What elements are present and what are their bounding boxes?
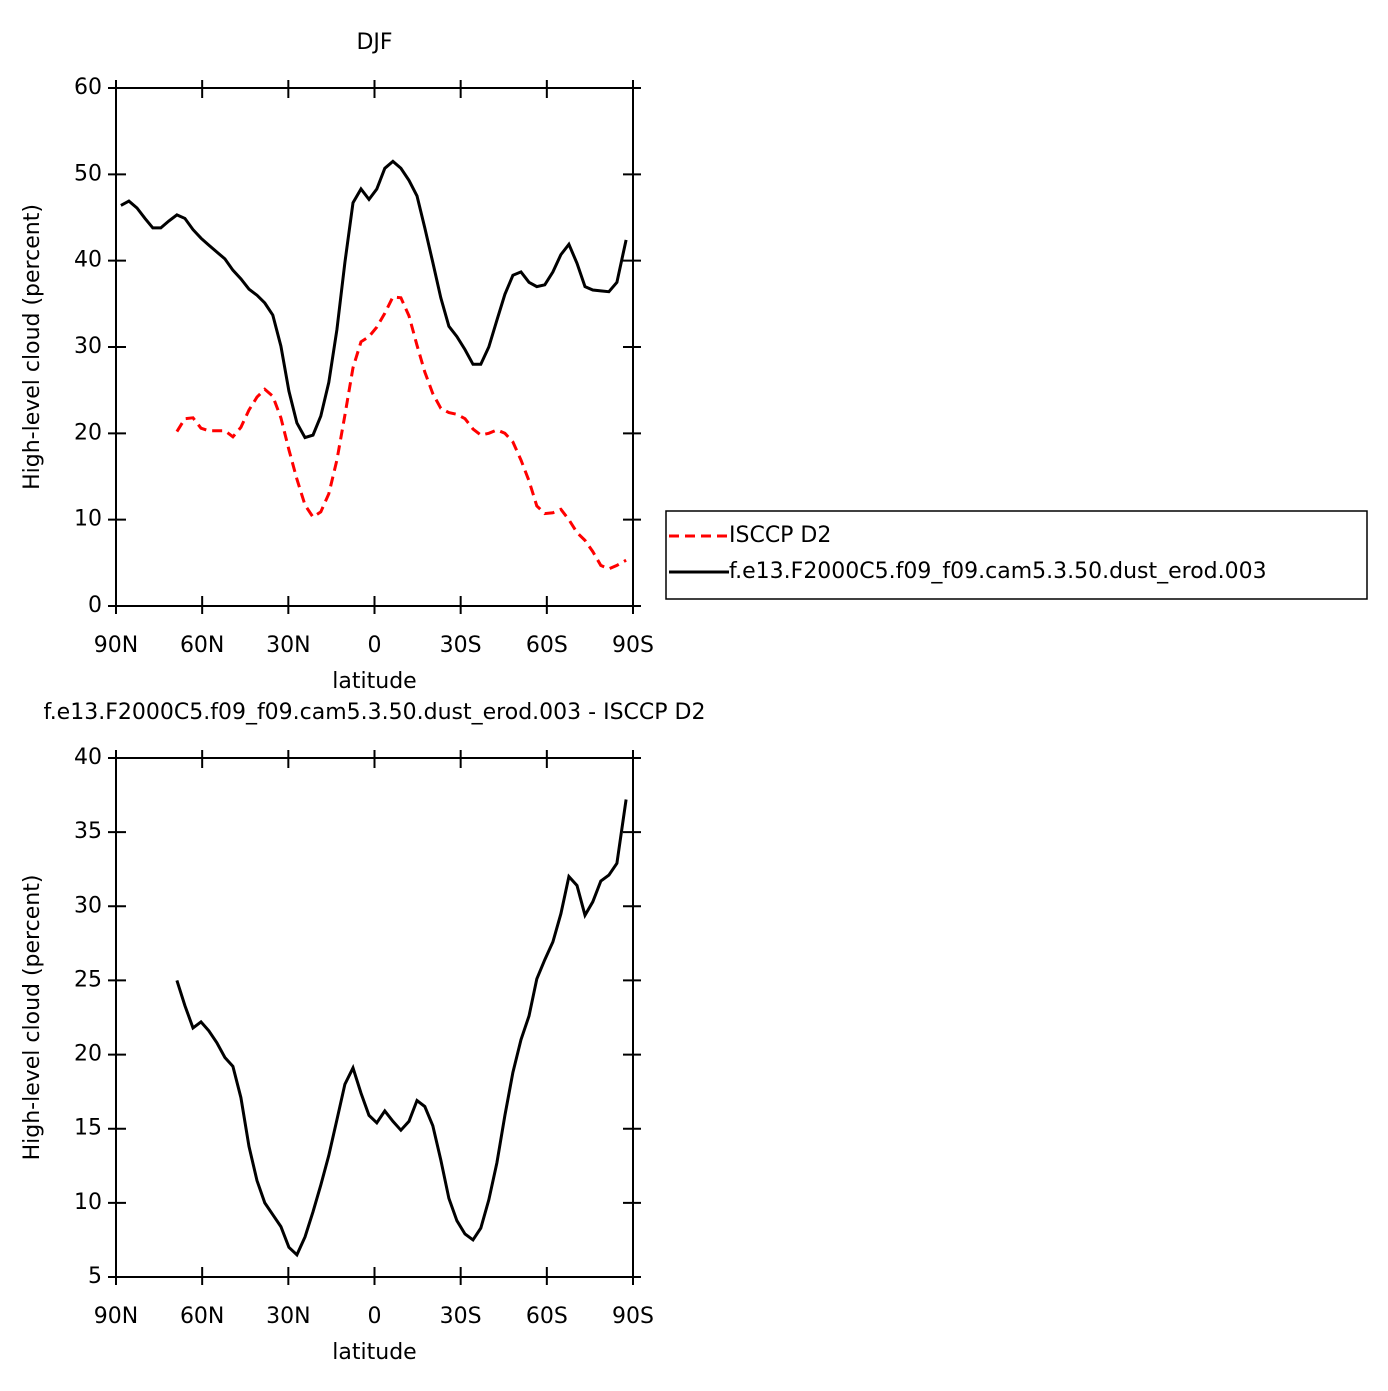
y-tick-label: 40 (74, 745, 102, 770)
x-tick-label: 90N (94, 633, 138, 658)
y-tick-label: 50 (74, 161, 102, 186)
series-line (175, 295, 627, 571)
y-tick-label: 10 (74, 1190, 102, 1215)
y-tick-label: 40 (74, 248, 102, 273)
chart-title: f.e13.F2000C5.f09_f09.cam5.3.50.dust_ero… (44, 700, 706, 725)
y-tick-label: 0 (88, 593, 102, 618)
x-tick-label: 0 (368, 633, 382, 658)
y-tick-label: 25 (74, 967, 102, 992)
legend-label: f.e13.F2000C5.f09_f09.cam5.3.50.dust_ero… (729, 559, 1267, 584)
y-tick-label: 30 (74, 893, 102, 918)
y-tick-label: 5 (88, 1264, 102, 1289)
y-tick-label: 20 (74, 1042, 102, 1067)
y-tick-label: 35 (74, 819, 102, 844)
plot-frame (115, 757, 634, 1278)
y-tick-label: 60 (74, 75, 102, 100)
legend-label: ISCCP D2 (729, 523, 831, 548)
x-axis-label: latitude (332, 669, 416, 694)
chart-title: DJF (356, 30, 392, 55)
series-line (175, 799, 628, 1258)
x-tick-label: 90S (612, 1304, 654, 1329)
x-tick-label: 90S (612, 633, 654, 658)
x-tick-label: 30N (266, 633, 310, 658)
x-tick-label: 30N (266, 1304, 310, 1329)
y-tick-label: 10 (74, 507, 102, 532)
y-tick-label: 30 (74, 334, 102, 359)
y-tick-label: 20 (74, 420, 102, 445)
x-tick-label: 30S (440, 633, 482, 658)
series-line (120, 159, 628, 440)
x-tick-label: 60S (526, 1304, 568, 1329)
y-axis-label: High-level cloud (percent) (20, 875, 45, 1161)
x-tick-label: 60S (526, 633, 568, 658)
legend-box (665, 510, 1368, 600)
x-tick-label: 60N (180, 633, 224, 658)
x-tick-label: 90N (94, 1304, 138, 1329)
y-tick-label: 15 (74, 1116, 102, 1141)
x-tick-label: 30S (440, 1304, 482, 1329)
y-axis-label: High-level cloud (percent) (20, 204, 45, 490)
x-tick-label: 0 (368, 1304, 382, 1329)
plot-frame (115, 87, 634, 607)
x-axis-label: latitude (332, 1340, 416, 1365)
x-tick-label: 60N (180, 1304, 224, 1329)
